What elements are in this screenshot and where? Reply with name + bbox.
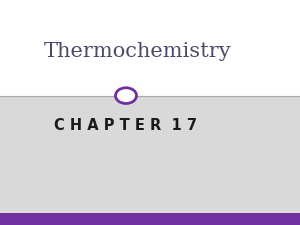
Bar — [0, 0, 300, 96]
Bar — [0, 96, 300, 213]
Text: Thermochemistry: Thermochemistry — [44, 42, 232, 61]
Text: C H A P T E R  1 7: C H A P T E R 1 7 — [55, 119, 197, 133]
Bar — [0, 213, 300, 225]
Circle shape — [116, 88, 136, 104]
